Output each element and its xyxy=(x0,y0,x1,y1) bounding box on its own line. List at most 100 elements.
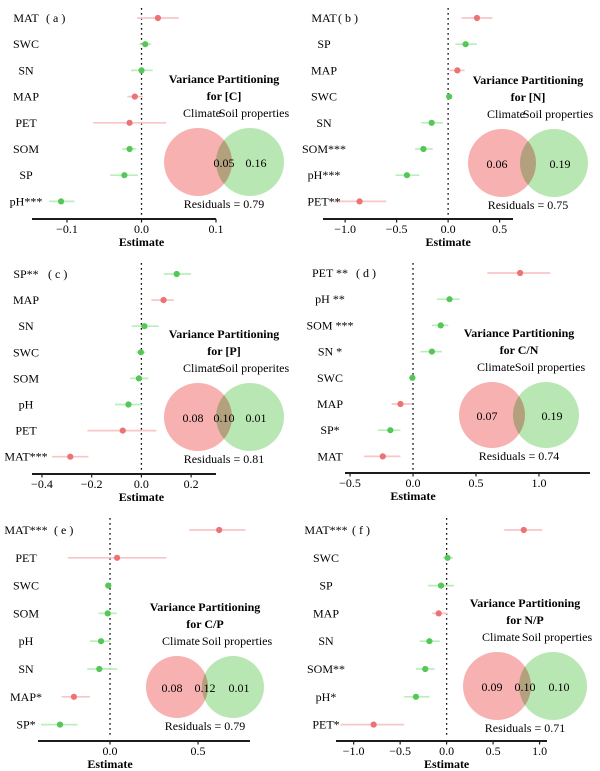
venn-residuals: Residuals = 0.81 xyxy=(184,452,264,466)
tick-label: −0.5 xyxy=(386,222,408,236)
venn-residuals: Residuals = 0.75 xyxy=(488,198,568,212)
row-label-MAP: MAP xyxy=(313,606,339,620)
estimate-point-SN * xyxy=(428,348,436,355)
row-label-SWC: SWC xyxy=(317,371,343,385)
tick-label: 0.0 xyxy=(441,222,456,236)
venn-overlap-value: 0.12 xyxy=(195,681,216,695)
panel-tag: ( d ) xyxy=(356,266,376,280)
axis-title: Estimate xyxy=(425,235,471,249)
estimate-point-MAP xyxy=(131,93,138,100)
venn-subtitle: for N/P xyxy=(506,613,543,627)
estimate-point-SOM xyxy=(126,145,133,153)
estimate-point-SN xyxy=(96,665,103,673)
row-label-PET**: PET** xyxy=(307,194,340,208)
estimate-point-SWC xyxy=(137,349,145,356)
estimate-point-PET ** xyxy=(516,269,524,277)
row-label-MAT: MAT xyxy=(311,11,337,25)
tick-label: 0.5 xyxy=(492,222,507,236)
row-label-SWC: SWC xyxy=(13,345,39,359)
venn-soil-circle xyxy=(519,652,587,720)
estimate-point-MAT xyxy=(379,453,386,460)
estimate-point-SOM** xyxy=(422,665,429,673)
axis-title: Estimate xyxy=(119,235,165,249)
estimate-point-MAP* xyxy=(70,693,78,700)
venn-soil-value: 0.10 xyxy=(549,680,570,694)
venn-climate-circle xyxy=(164,383,232,451)
venn-overlap-value: 0.10 xyxy=(214,411,235,425)
venn-soil-circle xyxy=(520,129,588,197)
estimate-point-pH*** xyxy=(403,172,411,179)
row-label-MAT***: MAT*** xyxy=(4,523,47,537)
venn-climate-value: 0.08 xyxy=(183,411,204,425)
estimate-point-SOM*** xyxy=(420,145,427,153)
venn-overlap-value: 0.10 xyxy=(515,680,536,694)
venn-title: Variance Partitioning xyxy=(169,327,280,341)
row-label-pH*: pH* xyxy=(316,690,337,704)
estimate-point-pH xyxy=(97,638,105,645)
row-label-pH: pH xyxy=(19,398,34,412)
venn-subtitle: for [N] xyxy=(511,90,546,104)
tick-label: −0.4 xyxy=(31,477,53,491)
row-label-PET: PET xyxy=(15,116,37,130)
row-label-PET: PET xyxy=(15,424,37,438)
tick-label: 0.0 xyxy=(406,476,421,490)
tick-label: −1.0 xyxy=(343,744,365,758)
row-label-SOM: SOM xyxy=(13,142,39,156)
venn-subtitle: for [P] xyxy=(207,344,240,358)
row-label-MAP: MAP xyxy=(13,293,39,307)
estimate-point-SWC xyxy=(142,41,149,48)
venn-soil-circle xyxy=(202,656,264,718)
venn-soil-label: Soil properties xyxy=(219,106,290,120)
row-label-MAP*: MAP* xyxy=(10,690,42,704)
tick-label: −0.5 xyxy=(339,476,361,490)
estimate-point-PET** xyxy=(356,198,363,205)
row-label-PET*: PET* xyxy=(312,718,339,732)
panel-b-chart: MAT( b ) SP MAP SWC SN SOM*** pH*** PET** −1.0 −0… xyxy=(302,8,593,249)
venn-climate-circle xyxy=(468,129,536,197)
estimate-point-PET xyxy=(119,427,126,434)
venn-climate-label: Climate xyxy=(482,630,520,644)
estimate-point-SWC xyxy=(105,582,112,589)
estimate-point-SWC xyxy=(409,374,416,381)
row-label-SWC: SWC xyxy=(313,551,339,565)
venn-soil-label: Soil properties xyxy=(515,360,586,374)
venn-climate-label: Climate xyxy=(477,360,515,374)
tick-label: 0.0 xyxy=(134,477,149,491)
tick-label: −0.2 xyxy=(81,477,103,491)
venn-title: Variance Partitioning xyxy=(169,72,280,86)
row-label-SOM: SOM xyxy=(13,606,39,620)
tick-label: 0.5 xyxy=(469,476,484,490)
estimate-point-pH xyxy=(125,401,132,408)
estimate-point-pH ** xyxy=(446,296,453,303)
venn-climate-circle xyxy=(463,652,531,720)
row-label-SN *: SN * xyxy=(318,345,342,359)
estimate-point-MAT*** xyxy=(216,526,223,534)
panel-a-chart: MAT ( a ) SWC SN MAP PET SOM SP pH*** −0.1 0.0 0.1 E… xyxy=(10,8,290,249)
estimate-point-MAT xyxy=(154,14,161,22)
venn-residuals: Residuals = 0.79 xyxy=(165,719,245,733)
panel-c-chart: SP** ( c ) MAP SN SWC SOM pH PET MAT*** −0.4 −0.2 0… xyxy=(4,263,289,504)
venn-soil-value: 0.19 xyxy=(542,409,563,423)
estimate-point-PET xyxy=(126,119,133,126)
estimate-point-pH* xyxy=(412,693,420,700)
estimate-point-MAT*** xyxy=(67,453,74,460)
row-label-MAT***: MAT*** xyxy=(4,450,47,464)
venn-climate-value: 0.08 xyxy=(162,681,183,695)
venn-climate-label: Climate xyxy=(162,634,200,648)
row-label-pH: pH xyxy=(19,634,34,648)
estimate-point-PET xyxy=(113,554,121,561)
axis-title: Estimate xyxy=(424,757,470,771)
venn-title: Variance Partitioning xyxy=(464,326,575,340)
venn-climate-value: 0.06 xyxy=(487,157,508,171)
row-label-SWC: SWC xyxy=(13,579,39,593)
row-label-MAT: MAT xyxy=(13,11,39,25)
row-label-SN: SN xyxy=(318,634,334,648)
row-label-MAP: MAP xyxy=(317,397,343,411)
estimate-point-MAP xyxy=(160,297,167,304)
venn-overlap-value: 0.05 xyxy=(214,156,235,170)
panel-tag: ( f ) xyxy=(352,523,370,537)
estimate-point-MAP xyxy=(397,400,404,408)
estimate-point-SN xyxy=(428,119,435,126)
row-label-SP**: SP** xyxy=(13,267,38,281)
